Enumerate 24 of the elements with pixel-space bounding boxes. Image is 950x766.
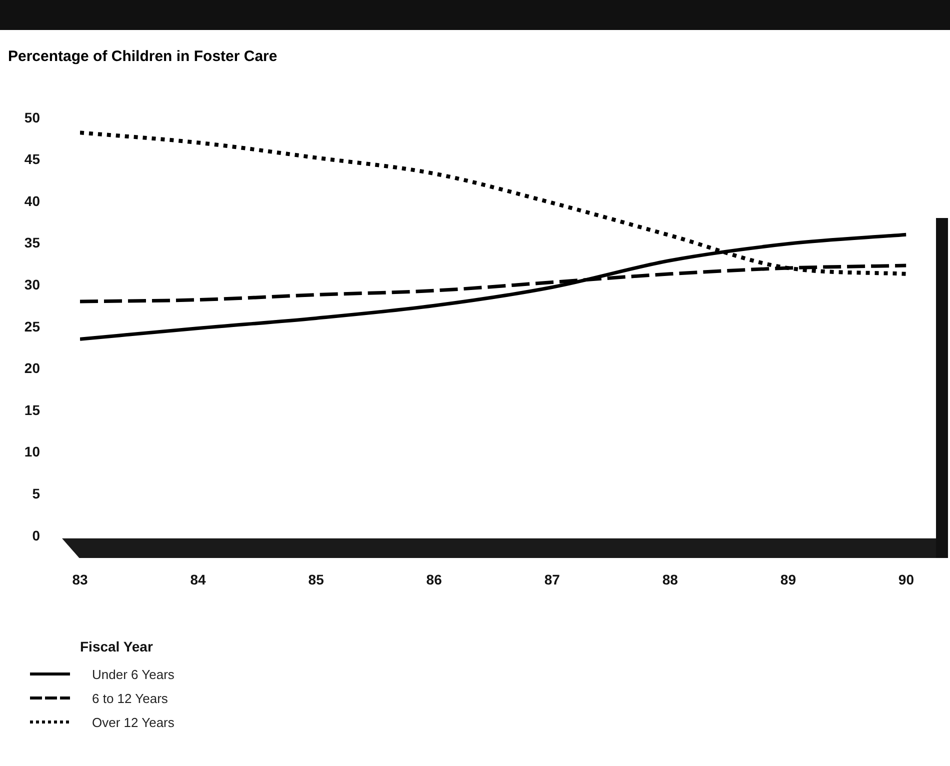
y-tick-label: 30 [24, 276, 40, 292]
x-tick-label: 86 [426, 572, 442, 588]
x-axis-title: Fiscal Year [80, 638, 154, 654]
legend-label: Over 12 Years [92, 714, 174, 730]
y-tick-label: 15 [24, 402, 40, 418]
y-tick-label: 5 [32, 485, 40, 502]
y-tick-label: 45 [24, 151, 40, 168]
x-tick-label: 84 [190, 572, 206, 588]
x-tick-label: 88 [662, 572, 678, 588]
legend-label: Under 6 Years [92, 666, 174, 682]
x-tick-label: 90 [898, 572, 914, 588]
y-tick-label: 0 [32, 527, 40, 544]
y-tick-label: 25 [24, 318, 40, 334]
y-tick-label: 50 [24, 109, 40, 126]
y-tick-label: 40 [24, 192, 40, 209]
x-tick-label: 89 [780, 572, 796, 588]
y-tick-label: 20 [24, 360, 40, 376]
x-tick-label: 87 [544, 572, 560, 588]
y-tick-label: 35 [24, 234, 40, 251]
y-tick-label: 10 [24, 444, 40, 460]
x-tick-label: 83 [72, 572, 88, 588]
y-axis-title: Percentage of Children in Foster Care [8, 48, 278, 65]
x-tick-label: 85 [308, 572, 324, 588]
legend-label: 6 to 12 Years [92, 690, 168, 706]
